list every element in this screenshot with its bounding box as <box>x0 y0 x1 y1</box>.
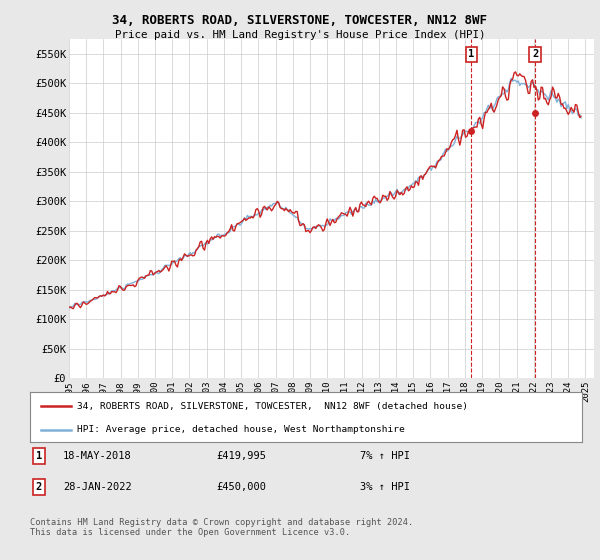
Text: 7% ↑ HPI: 7% ↑ HPI <box>360 451 410 461</box>
Text: Contains HM Land Registry data © Crown copyright and database right 2024.
This d: Contains HM Land Registry data © Crown c… <box>30 518 413 538</box>
Text: 34, ROBERTS ROAD, SILVERSTONE, TOWCESTER,  NN12 8WF (detached house): 34, ROBERTS ROAD, SILVERSTONE, TOWCESTER… <box>77 402 468 410</box>
Text: 1: 1 <box>469 49 475 59</box>
Text: £450,000: £450,000 <box>216 482 266 492</box>
Text: 18-MAY-2018: 18-MAY-2018 <box>63 451 132 461</box>
Text: 2: 2 <box>36 482 42 492</box>
Text: £419,995: £419,995 <box>216 451 266 461</box>
Text: 34, ROBERTS ROAD, SILVERSTONE, TOWCESTER, NN12 8WF: 34, ROBERTS ROAD, SILVERSTONE, TOWCESTER… <box>113 14 487 27</box>
Text: Price paid vs. HM Land Registry's House Price Index (HPI): Price paid vs. HM Land Registry's House … <box>115 30 485 40</box>
Text: 28-JAN-2022: 28-JAN-2022 <box>63 482 132 492</box>
Text: 3% ↑ HPI: 3% ↑ HPI <box>360 482 410 492</box>
Text: 2: 2 <box>532 49 538 59</box>
Text: HPI: Average price, detached house, West Northamptonshire: HPI: Average price, detached house, West… <box>77 425 404 435</box>
Text: 1: 1 <box>36 451 42 461</box>
